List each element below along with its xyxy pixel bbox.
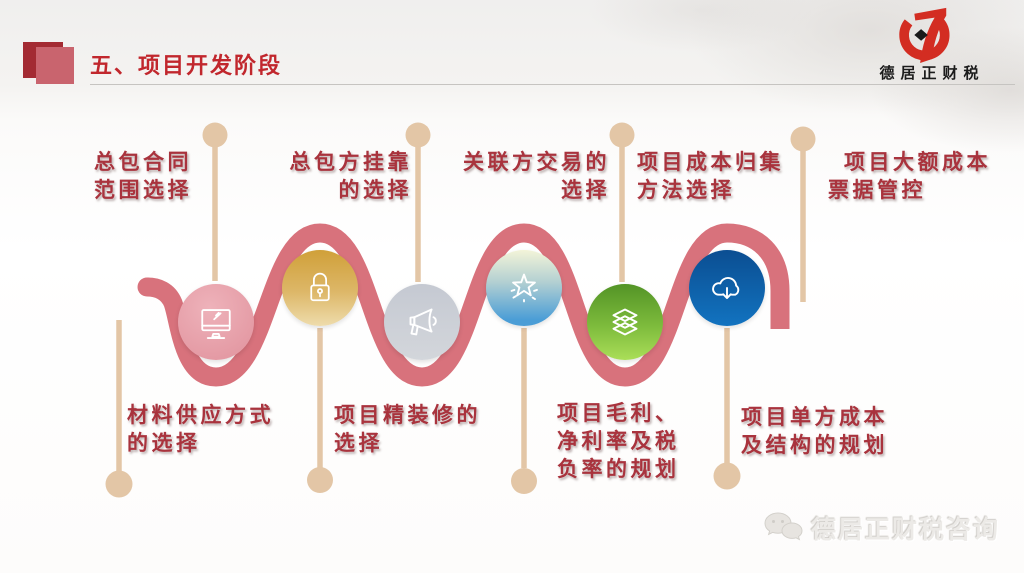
node-affiliation bbox=[282, 250, 358, 326]
star-icon bbox=[510, 273, 538, 303]
watermark: 德居正财税咨询 bbox=[762, 510, 1000, 546]
stage-label-unit-cost-structure: 项目单方成本 及结构的规划 bbox=[741, 404, 888, 457]
node-gross-margin bbox=[486, 250, 562, 326]
layers-icon bbox=[612, 308, 638, 336]
megaphone-icon bbox=[409, 308, 437, 336]
company-logo-text: 德居正财税 bbox=[879, 66, 985, 82]
stage-label-contract-scope: 总包合同 范围选择 bbox=[94, 149, 192, 202]
stage-label-material-supply: 材料供应方式 的选择 bbox=[127, 402, 274, 455]
title-accent-square-light bbox=[36, 47, 74, 84]
monitor-icon bbox=[201, 309, 231, 339]
title-underline bbox=[90, 84, 1015, 85]
stage-label-fine-decoration: 项目精装修的 选择 bbox=[334, 402, 481, 455]
wechat-icon bbox=[764, 512, 803, 541]
connector-lines bbox=[116, 142, 806, 471]
stage-label-related-party: 关联方交易的 选择 bbox=[463, 149, 610, 202]
stage-label-cost-collection: 项目成本归集 方法选择 bbox=[637, 149, 784, 202]
connector-dots bbox=[105, 122, 816, 498]
cloud-download-icon bbox=[712, 277, 740, 300]
process-path bbox=[146, 223, 790, 387]
page-title: 五、项目开发阶段 bbox=[90, 53, 283, 78]
node-related-party bbox=[384, 284, 460, 360]
lock-icon bbox=[310, 272, 330, 302]
node-contract-scope bbox=[178, 284, 254, 360]
stage-label-contractor-affiliation: 总包方挂靠 的选择 bbox=[289, 149, 412, 202]
stage-label-profit-tax-planning: 项目毛利、 净利率及税 负率的规划 bbox=[557, 400, 680, 481]
company-logo-icon bbox=[899, 7, 950, 63]
node-unit-cost bbox=[689, 250, 765, 326]
stage-label-large-cost-invoice: 项目大额成本 票据管控 bbox=[828, 149, 991, 202]
node-cost-collection bbox=[587, 284, 663, 360]
watermark-text: 德居正财税咨询 bbox=[811, 516, 1001, 544]
